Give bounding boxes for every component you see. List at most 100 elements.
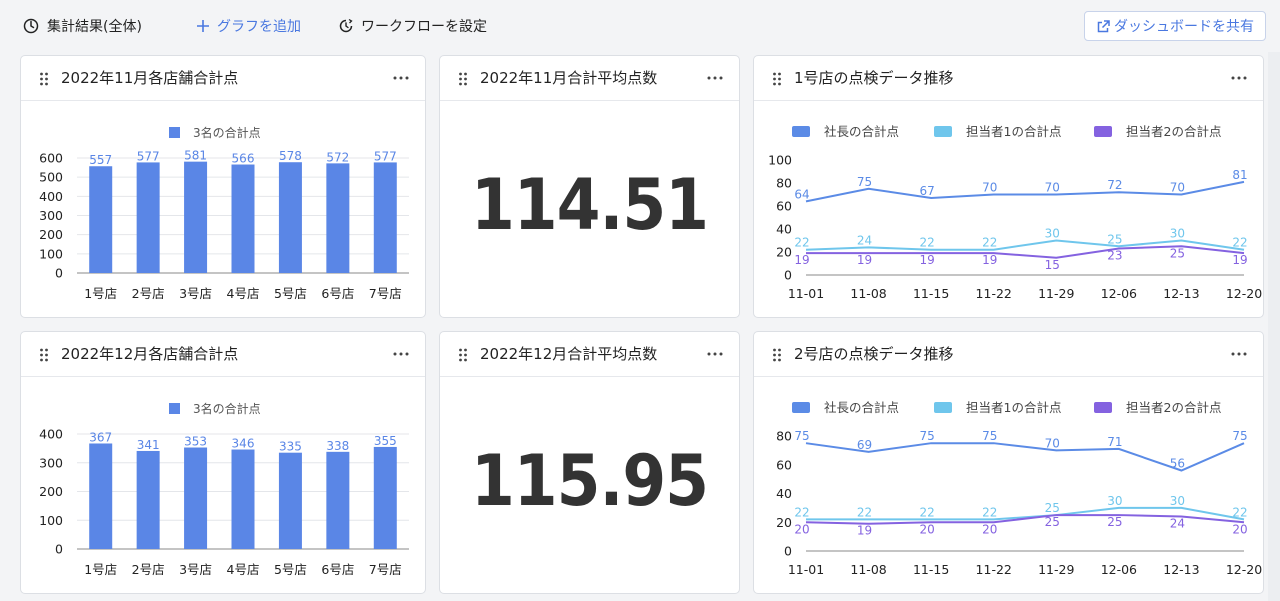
data-label: 23: [1107, 249, 1122, 263]
y-tick-label: 0: [55, 266, 63, 281]
data-label: 22: [982, 236, 997, 250]
bar: [326, 451, 350, 549]
x-tick-label: 11-29: [1038, 286, 1074, 301]
legend-label: 社長の合計点: [824, 400, 899, 415]
share-dashboard-button[interactable]: ダッシュボードを共有: [1084, 11, 1266, 41]
drag-handle-icon[interactable]: [458, 348, 468, 362]
more-options-icon[interactable]: [1229, 68, 1249, 88]
x-tick-label: 11-08: [850, 562, 886, 577]
y-tick-label: 20: [776, 245, 792, 260]
data-label: 20: [794, 522, 809, 536]
drag-handle-icon[interactable]: [39, 348, 49, 362]
data-label: 70: [982, 181, 997, 195]
bar: [231, 164, 255, 273]
data-label: 19: [1232, 253, 1247, 267]
bar: [231, 449, 255, 549]
bar-value-label: 577: [374, 149, 397, 163]
y-tick-label: 200: [39, 227, 63, 242]
more-options-icon[interactable]: [705, 344, 725, 364]
y-tick-label: 0: [784, 268, 792, 283]
bar: [373, 162, 397, 273]
series-line: [806, 506, 1245, 521]
more-options-icon[interactable]: [391, 68, 411, 88]
card-dec-store-totals: 2022年12月各店舗合計点 3名の合計点 0 100 200 300 400 367 1号店…: [20, 331, 426, 594]
y-tick-label: 80: [776, 176, 792, 191]
bar: [278, 162, 302, 273]
data-label: 22: [857, 505, 872, 519]
data-label: 19: [857, 524, 872, 538]
drag-handle-icon[interactable]: [458, 72, 468, 86]
drag-handle-icon[interactable]: [772, 348, 782, 362]
bar: [89, 443, 113, 549]
card-title: 2号店の点検データ推移: [794, 345, 954, 363]
add-graph-label: グラフを追加: [217, 19, 301, 35]
data-label: 22: [794, 236, 809, 250]
x-tick-label: 4号店: [227, 562, 260, 577]
data-label: 70: [1045, 436, 1060, 450]
workflow-settings-button[interactable]: ワークフローを設定: [338, 14, 487, 38]
workflow-label: ワークフローを設定: [361, 19, 487, 35]
y-tick-label: 100: [39, 513, 63, 528]
data-label: 64: [794, 187, 809, 201]
data-label: 25: [1107, 232, 1122, 246]
bar-value-label: 367: [89, 430, 112, 444]
data-label: 75: [857, 175, 872, 189]
scrollbar-track[interactable]: [1268, 52, 1280, 601]
data-label: 24: [857, 233, 872, 247]
more-options-icon[interactable]: [1229, 344, 1249, 364]
bar-value-label: 338: [326, 439, 349, 453]
card-header: 1号店の点検データ推移: [754, 56, 1263, 101]
data-label: 30: [1170, 227, 1185, 241]
data-label: 15: [1045, 258, 1060, 272]
card-title: 2022年11月各店舗合計点: [61, 69, 239, 87]
series-line: [805, 442, 1245, 472]
card-store2-trend: 2号店の点検データ推移 社長の合計点 担当者1の合計点 担当者2の合計点 0 20 40 6…: [753, 331, 1264, 594]
y-tick-label: 20: [776, 515, 792, 530]
data-label: 75: [920, 429, 935, 443]
summary-label: 集計結果(全体): [47, 19, 142, 35]
bar: [373, 446, 397, 549]
bar: [278, 452, 302, 549]
data-label: 24: [1170, 517, 1185, 531]
series-line: [806, 245, 1245, 259]
data-label: 20: [982, 522, 997, 536]
legend-swatch: [1094, 402, 1112, 413]
card-nov-store-totals: 2022年11月各店舗合計点 3名の合計点 0 100 200 300 400 500 600…: [20, 55, 426, 318]
y-tick-label: 300: [39, 455, 63, 470]
average-score-value: 114.51: [470, 164, 709, 246]
drag-handle-icon[interactable]: [39, 72, 49, 86]
y-tick-label: 80: [776, 429, 792, 444]
card-store1-trend: 1号店の点検データ推移 社長の合計点 担当者1の合計点 担当者2の合計点 0 20 40 6…: [753, 55, 1264, 318]
legend-label: 担当者2の合計点: [1126, 124, 1221, 139]
x-tick-label: 11-08: [850, 286, 886, 301]
legend-swatch: [792, 402, 810, 413]
more-options-icon[interactable]: [705, 68, 725, 88]
legend-label: 担当者1の合計点: [966, 124, 1061, 139]
y-tick-label: 400: [39, 427, 63, 442]
drag-handle-icon[interactable]: [772, 72, 782, 86]
data-label: 22: [794, 505, 809, 519]
data-label: 22: [1232, 505, 1247, 519]
legend-label: 3名の合計点: [193, 125, 261, 140]
share-label: ダッシュボードを共有: [1114, 19, 1254, 35]
bar-value-label: 346: [232, 437, 255, 451]
data-label: 70: [1045, 181, 1060, 195]
y-tick-label: 500: [39, 170, 63, 185]
more-options-icon[interactable]: [391, 344, 411, 364]
bar-value-label: 341: [137, 438, 160, 452]
summary-selector[interactable]: 集計結果(全体): [22, 14, 142, 38]
add-graph-button[interactable]: グラフを追加: [196, 14, 301, 38]
bar-value-label: 581: [184, 149, 207, 163]
data-label: 75: [794, 429, 809, 443]
bar: [136, 450, 160, 549]
x-tick-label: 11-15: [913, 562, 949, 577]
y-tick-label: 40: [776, 222, 792, 237]
x-tick-label: 11-22: [976, 562, 1012, 577]
x-tick-label: 12-06: [1101, 286, 1137, 301]
y-tick-label: 100: [768, 153, 792, 168]
data-label: 75: [1232, 429, 1247, 443]
x-tick-label: 12-13: [1163, 562, 1199, 577]
average-score-value: 115.95: [470, 440, 709, 522]
series-line: [805, 239, 1245, 251]
